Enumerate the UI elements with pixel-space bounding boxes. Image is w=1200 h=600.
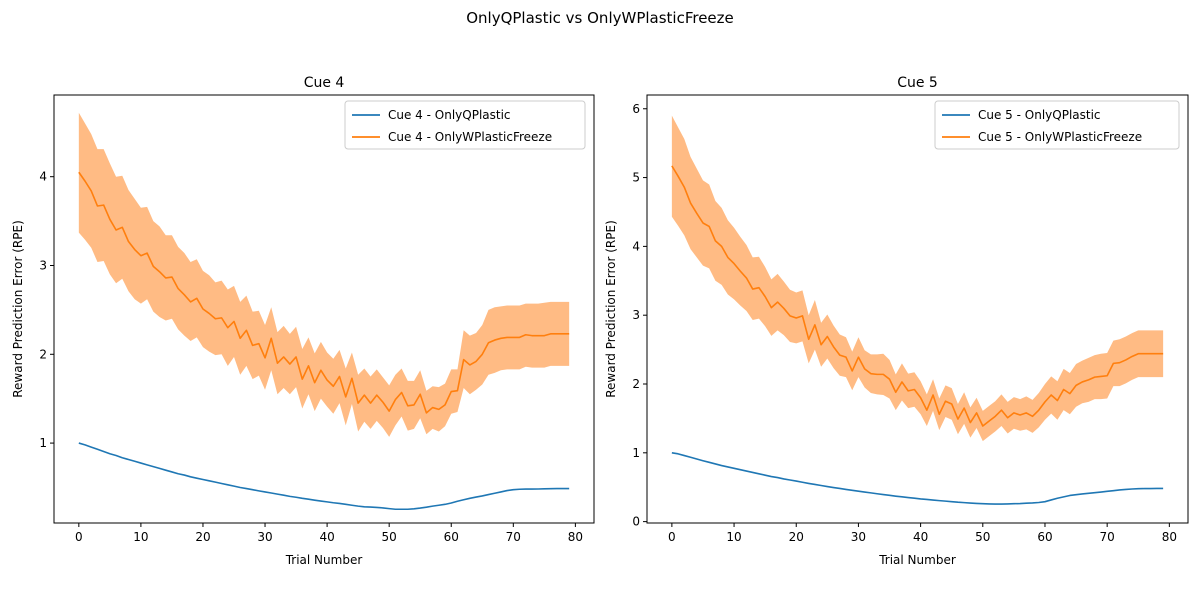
legend-box bbox=[344, 100, 586, 150]
series-line-0 bbox=[671, 452, 1164, 505]
y-tick-label: 6 bbox=[632, 102, 640, 116]
x-tick-label: 20 bbox=[789, 530, 804, 544]
y-tick-label: 1 bbox=[632, 446, 640, 460]
y-tick-label: 1 bbox=[39, 436, 47, 450]
x-tick-label: 70 bbox=[1100, 530, 1115, 544]
x-tick-label: 50 bbox=[382, 530, 397, 544]
series-line-1 bbox=[671, 165, 1164, 427]
x-tick-label: 40 bbox=[319, 530, 334, 544]
plot-series-group bbox=[671, 115, 1164, 505]
y-axis-label: Reward Prediction Error (RPE) bbox=[11, 220, 25, 398]
legend-label-0: Cue 4 - OnlyQPlastic bbox=[388, 108, 511, 122]
chart-title: Cue 4 bbox=[304, 75, 345, 91]
legend: Cue 4 - OnlyQPlastic Cue 4 - OnlyWPlastic… bbox=[344, 100, 586, 150]
x-tick-label: 80 bbox=[568, 530, 583, 544]
chart-panel-cue5: 0 10 20 30 40 50 60 70 80 0 1 2 3 4 5 6 Cue 5 Trial Numbe… bbox=[604, 75, 1189, 567]
y-tick-label: 2 bbox=[632, 377, 640, 391]
plot-series-group bbox=[78, 112, 570, 511]
legend-label-1: Cue 4 - OnlyWPlasticFreeze bbox=[388, 130, 552, 144]
x-tick-label: 60 bbox=[1037, 530, 1052, 544]
x-tick-label: 0 bbox=[75, 530, 83, 544]
x-tick-label: 60 bbox=[444, 530, 459, 544]
x-tick-label: 0 bbox=[668, 530, 676, 544]
x-tick-label: 10 bbox=[726, 530, 741, 544]
legend-label-0: Cue 5 - OnlyQPlastic bbox=[978, 108, 1101, 122]
chart-title: Cue 5 bbox=[897, 75, 938, 91]
x-tick-label: 50 bbox=[975, 530, 990, 544]
legend: Cue 5 - OnlyQPlastic Cue 5 - OnlyWPlastic… bbox=[934, 100, 1180, 150]
legend-label-1: Cue 5 - OnlyWPlasticFreeze bbox=[978, 130, 1142, 144]
confidence-band-series-1 bbox=[78, 112, 570, 437]
x-tick-label: 30 bbox=[851, 530, 866, 544]
axes-frame bbox=[53, 94, 595, 524]
x-axis-label: Trial Number bbox=[878, 553, 956, 567]
y-tick-label: 2 bbox=[39, 347, 47, 361]
y-tick-label: 3 bbox=[632, 308, 640, 322]
x-tick-label: 80 bbox=[1162, 530, 1177, 544]
series-line-1 bbox=[78, 171, 570, 414]
x-axis-label: Trial Number bbox=[285, 553, 363, 567]
confidence-band-series-1 bbox=[671, 115, 1164, 442]
axes-frame bbox=[646, 94, 1189, 524]
x-tick-label: 20 bbox=[195, 530, 210, 544]
legend-box bbox=[934, 100, 1180, 150]
y-tick-label: 4 bbox=[39, 170, 47, 184]
y-tick-label: 5 bbox=[632, 171, 640, 185]
figure-suptitle: OnlyQPlastic vs OnlyWPlasticFreeze bbox=[466, 9, 734, 27]
y-tick-label: 3 bbox=[39, 258, 47, 272]
chart-panel-cue4: 0 10 20 30 40 50 60 70 80 1 2 3 4 Cue 4 Trial Number Re… bbox=[11, 75, 595, 567]
y-tick-label: 4 bbox=[632, 239, 640, 253]
y-axis-label: Reward Prediction Error (RPE) bbox=[604, 220, 618, 398]
x-tick-label: 30 bbox=[257, 530, 272, 544]
x-tick-label: 40 bbox=[913, 530, 928, 544]
series-line-0 bbox=[78, 442, 570, 511]
x-tick-label: 70 bbox=[506, 530, 521, 544]
plot-area bbox=[647, 95, 1188, 523]
y-tick-label: 0 bbox=[632, 515, 640, 529]
x-tick-label: 10 bbox=[133, 530, 148, 544]
